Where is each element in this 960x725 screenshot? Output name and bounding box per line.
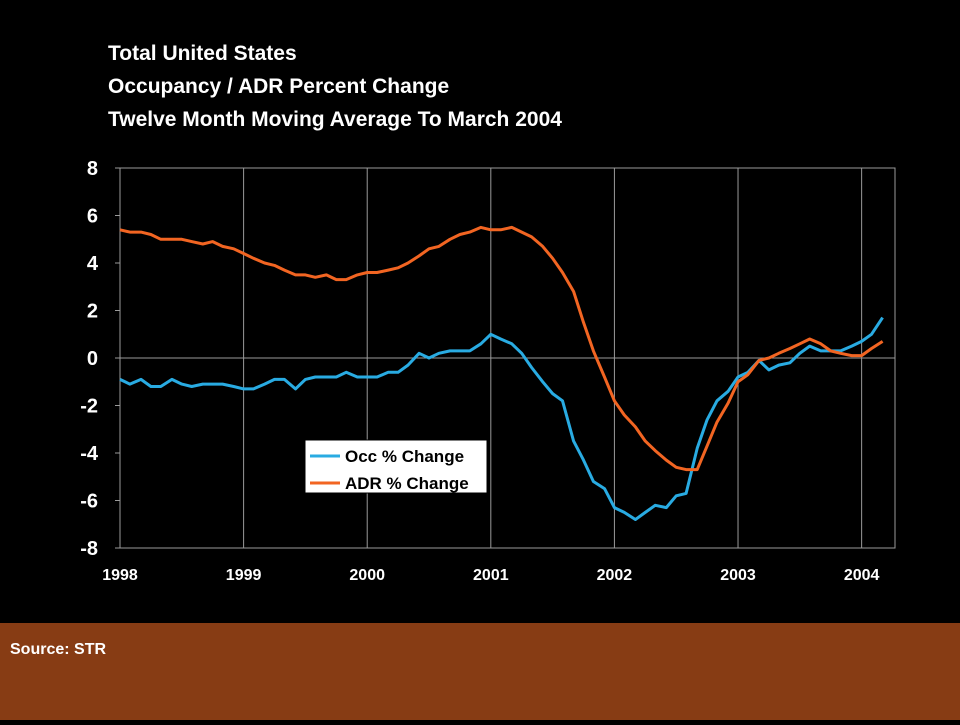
y-tick-label: 2 — [87, 301, 98, 323]
source: Source: STR — [10, 641, 106, 658]
y-tick-label: -8 — [80, 538, 98, 560]
x-tick-label: 2000 — [349, 567, 385, 584]
y-tick-label: 8 — [87, 158, 98, 180]
plot: 1998 1999 2000 2001 2002 2003 2004 -8 -6 -4 -2 0 2 4 6… — [80, 158, 896, 584]
x-tick-label: 2003 — [720, 567, 756, 584]
x-tick-label: 2002 — [597, 567, 633, 584]
title-line: Total United States — [108, 42, 297, 65]
title-line: Twelve Month Moving Average To March 200… — [108, 108, 562, 131]
legend-label: ADR % Change — [345, 474, 469, 493]
y-tick-label: -6 — [80, 491, 98, 513]
y-tick-label: -2 — [80, 396, 98, 418]
footer-band — [0, 623, 960, 720]
legend: Occ % Change ADR % Change — [304, 439, 488, 494]
title-line: Occupancy / ADR Percent Change — [108, 75, 449, 98]
y-tick-label: 0 — [87, 348, 98, 370]
x-tick-label: 1999 — [226, 567, 262, 584]
y-tick-label: 6 — [87, 206, 98, 228]
series-line — [119, 225, 884, 472]
y-tick-label: 4 — [87, 253, 99, 275]
x-tick-label: 2001 — [473, 567, 509, 584]
x-tick-label: 1998 — [102, 567, 138, 584]
y-tick-label: -4 — [80, 443, 99, 465]
legend-label: Occ % Change — [345, 447, 464, 466]
x-tick-label: 2004 — [844, 567, 880, 584]
